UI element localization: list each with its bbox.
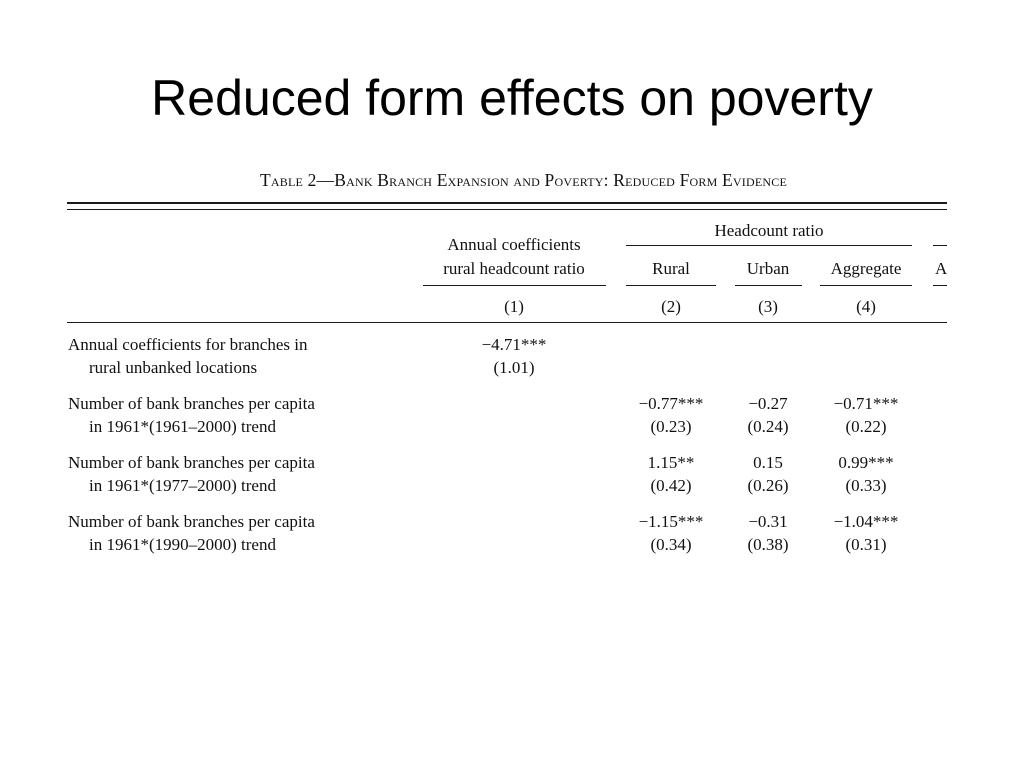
row-label-line1: Number of bank branches per capita [68,453,315,472]
row-label-line1: Number of bank branches per capita [68,512,315,531]
row3-col2-coef: −1.15*** [638,512,704,531]
table-row-label: Number of bank branches per capita in 19… [68,510,315,556]
row2-col3-se: (0.26) [747,476,789,495]
row2-col2-se: (0.42) [650,476,692,495]
table-row-label: Number of bank branches per capita in 19… [68,392,315,438]
col2-header: Rural [652,259,690,278]
row3-col3-coef: −0.31 [748,512,788,531]
col4-number: (4) [856,297,876,316]
row0-col1-se: (1.01) [493,358,535,377]
row1-col2-coef: −0.77*** [638,394,704,413]
table-row-label: Annual coefficients for branches in rura… [68,333,308,379]
headcount-ratio-group-label: Headcount ratio [714,221,824,240]
row1-col3-se: (0.24) [747,417,789,436]
row3-col4-se: (0.31) [845,535,887,554]
slide-title: Reduced form effects on poverty [151,70,873,126]
row-label-line2: rural unbanked locations [89,358,258,377]
row2-col4-coef: 0.99*** [838,453,894,472]
row1-col3-coef: −0.27 [748,394,788,413]
col3-underline [735,285,802,286]
row-label-line2: in 1961*(1990–2000) trend [89,535,276,554]
row3-col2-se: (0.34) [650,535,692,554]
row2-col3-coef: 0.15 [753,453,783,472]
col5-underline-partial [933,285,947,286]
col1-header-line2: rural headcount ratio [443,259,585,278]
col2-underline [626,285,716,286]
next-group-underline-partial [933,245,947,246]
row3-col3-se: (0.38) [747,535,789,554]
row1-col4-coef: −0.71*** [833,394,899,413]
row0-col1-coef: −4.71*** [481,335,547,354]
table-top-rule-2 [67,209,947,210]
row-label-line2: in 1961*(1961–2000) trend [89,417,276,436]
row3-col4-coef: −1.04*** [833,512,899,531]
table-caption: Table 2—Bank Branch Expansion and Povert… [260,170,787,190]
col3-number: (3) [758,297,778,316]
table-row-label: Number of bank branches per capita in 19… [68,451,315,497]
row2-col4-se: (0.33) [845,476,887,495]
row1-col4-se: (0.22) [845,417,887,436]
col4-header: Aggregate [830,259,902,278]
col3-header: Urban [746,259,790,278]
group-underline [626,245,912,246]
col1-underline [423,285,606,286]
header-bottom-rule [67,322,947,323]
col1-header-line1: Annual coefficients [447,235,581,254]
row1-col2-se: (0.23) [650,417,692,436]
row-label-line2: in 1961*(1977–2000) trend [89,476,276,495]
row-label-line1: Number of bank branches per capita [68,394,315,413]
row2-col2-coef: 1.15** [647,453,695,472]
col5-header-partial: A [935,259,947,278]
row-label-line1: Annual coefficients for branches in [68,335,308,354]
table-top-rule-1 [67,202,947,204]
col1-number: (1) [504,297,524,316]
col4-underline [820,285,912,286]
col2-number: (2) [661,297,681,316]
